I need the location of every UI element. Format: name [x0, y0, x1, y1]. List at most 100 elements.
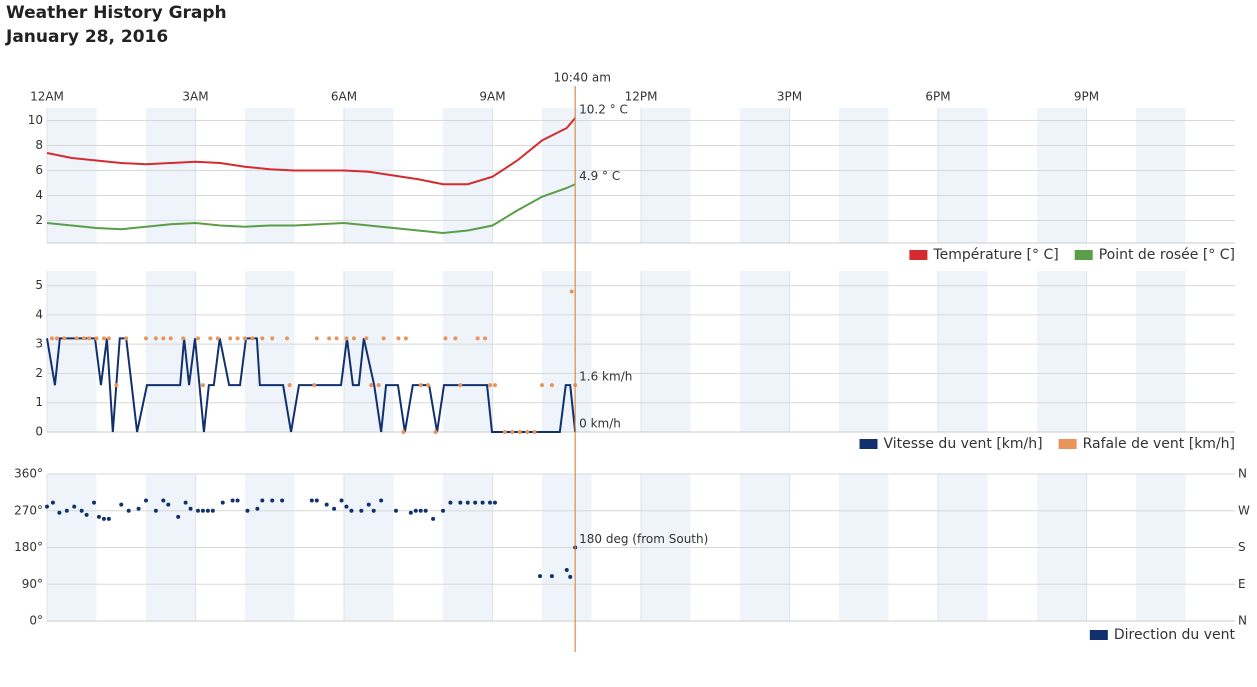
series-point: [401, 430, 406, 434]
series-point: [431, 516, 436, 521]
series-point: [280, 498, 285, 503]
series-point: [549, 574, 554, 579]
series-point: [161, 336, 166, 341]
series-point: [327, 336, 332, 341]
series-point: [54, 336, 59, 341]
series-point: [458, 500, 463, 505]
series-point: [200, 383, 205, 388]
series-point: [480, 500, 485, 505]
series-point: [393, 508, 398, 513]
series-point: [334, 336, 339, 341]
legend-swatch: [1058, 439, 1077, 449]
cursor-label: 10:40 am: [553, 71, 610, 85]
y-tick-label: 360°: [14, 467, 43, 481]
series-point: [62, 336, 67, 341]
series-point: [208, 336, 213, 341]
series-point: [426, 383, 431, 388]
series-point: [332, 506, 337, 511]
series-point: [465, 500, 470, 505]
hour-band: [47, 271, 97, 432]
series-point: [448, 500, 453, 505]
series-point: [79, 508, 84, 513]
series-point: [364, 336, 369, 341]
series-point: [312, 383, 317, 388]
series-point: [488, 383, 493, 388]
series-point: [176, 514, 181, 519]
x-tick-label: 6AM: [331, 90, 357, 104]
series-point: [475, 336, 480, 341]
series-point: [101, 516, 106, 521]
series-point: [74, 336, 79, 341]
legend-label: Vitesse du vent [km/h]: [884, 436, 1043, 452]
series-point: [210, 508, 215, 513]
series-point: [260, 336, 265, 341]
legend-label: Rafale de vent [km/h]: [1083, 436, 1235, 452]
hour-band: [146, 271, 196, 432]
series-point: [114, 383, 119, 388]
x-tick-label: 9AM: [479, 90, 505, 104]
hour-band: [641, 271, 691, 432]
end-label: 1.6 km/h: [579, 370, 632, 384]
end-label: 4.9 ° C: [579, 169, 620, 183]
y-tick-label: 0: [35, 425, 43, 439]
series-point: [492, 383, 497, 388]
series-point: [49, 336, 54, 341]
series-point: [371, 508, 376, 513]
series-point: [538, 574, 543, 579]
series-point: [379, 498, 384, 503]
end-label: 0 km/h: [579, 417, 621, 431]
y-tick-label: 8: [35, 138, 43, 152]
y-tick-label: 5: [35, 278, 43, 292]
series-point: [376, 383, 381, 388]
series-point: [564, 567, 569, 572]
y-tick-label: 270°: [14, 503, 43, 517]
legend-swatch: [859, 439, 878, 449]
series-point: [344, 336, 349, 341]
series-point: [161, 498, 166, 503]
legend-label: Point de rosée [° C]: [1099, 247, 1235, 263]
series-point: [119, 502, 124, 507]
series-point: [453, 336, 458, 341]
series-point: [569, 289, 574, 294]
series-point: [106, 516, 111, 521]
y-tick-label: 4: [35, 188, 43, 202]
series-point: [525, 430, 530, 434]
series-point: [101, 336, 106, 341]
series-line: [46, 183, 576, 235]
series-point: [568, 574, 573, 579]
y-tick-label: 180°: [14, 540, 43, 554]
y2-tick-label: N: [1238, 614, 1247, 628]
series-point: [351, 336, 356, 341]
x-tick-label: 12PM: [625, 90, 658, 104]
series-point: [502, 430, 507, 434]
series-point: [168, 336, 173, 341]
y2-tick-label: W: [1238, 503, 1250, 517]
series-point: [483, 336, 488, 341]
series-point: [200, 508, 205, 513]
series-point: [235, 498, 240, 503]
series-point: [314, 498, 319, 503]
series-point: [245, 508, 250, 513]
series-point: [255, 506, 260, 511]
series-line: [46, 117, 576, 186]
series-point: [441, 508, 445, 513]
hour-band: [938, 108, 988, 243]
series-point: [349, 508, 354, 513]
series-point: [423, 508, 428, 513]
y-tick-label: 0°: [29, 614, 43, 628]
series-point: [136, 506, 141, 511]
legend-swatch: [1089, 630, 1108, 640]
series-point: [228, 336, 233, 341]
series-point: [144, 336, 148, 341]
y-tick-label: 2: [35, 213, 43, 227]
hour-band: [245, 108, 295, 243]
series-point: [220, 500, 225, 505]
hour-band: [839, 271, 889, 432]
series-point: [144, 498, 148, 503]
series-point: [94, 336, 99, 341]
series-point: [510, 430, 515, 434]
series-point: [84, 512, 89, 517]
series-point: [92, 500, 97, 505]
series-point: [82, 336, 87, 341]
